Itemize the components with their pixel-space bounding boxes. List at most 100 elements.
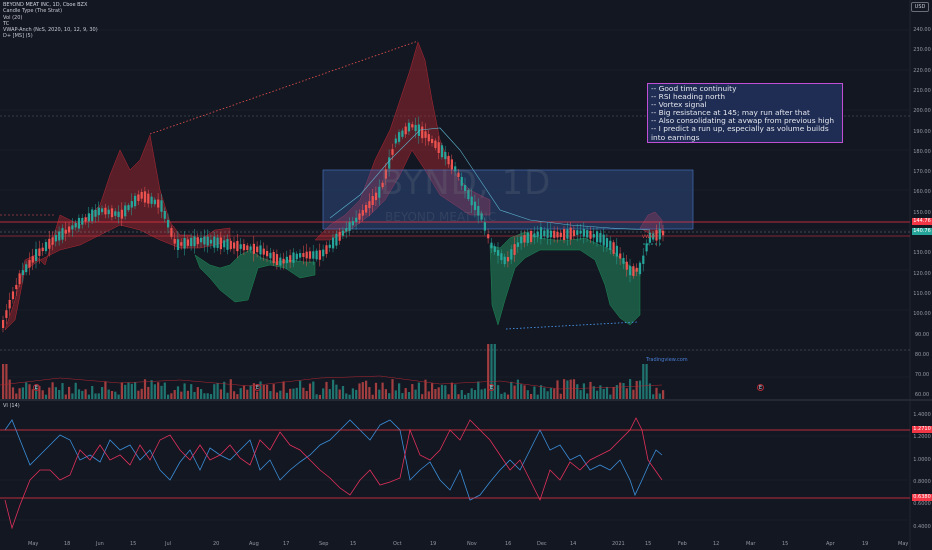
volume-bar [635,380,638,399]
candle [163,210,166,219]
candle [358,213,361,220]
candle [414,124,417,132]
candle [143,191,147,203]
candle [440,145,444,158]
candle [645,243,648,252]
legend-line-dplus[interactable]: D+ [MS] (5) [3,33,33,40]
volume-bar [305,390,308,399]
candle [262,248,265,255]
candle [219,237,222,250]
earnings-marker[interactable]: E [254,384,261,391]
candle [170,228,173,237]
candle [556,231,559,238]
candle [365,204,368,213]
grid [0,29,910,521]
candle [41,247,44,252]
candle [450,159,453,170]
candle [81,217,84,225]
volume-bar [526,390,529,399]
volume-bar [510,381,513,399]
candle [464,185,467,191]
candle [196,237,199,245]
volume-bars [2,344,665,399]
candle [84,217,87,222]
tradingview-credit[interactable]: Tradingview.com [646,357,688,363]
volume-bar [602,388,605,399]
candle [447,155,450,165]
legend-line-tc[interactable]: TC [3,20,10,27]
candle [533,233,536,238]
volume-bar [193,391,196,399]
signal-dots [643,243,661,245]
time-axis-label: 20 [213,541,220,547]
volume-bar [41,390,44,399]
volume-bar [424,379,427,399]
vi-axis-label: 0.6000 [913,501,931,508]
volume-bar [592,386,595,399]
candle [421,126,424,139]
volume-bar [404,388,407,399]
volume-bar [25,382,28,399]
volume-bar [15,393,18,399]
text-note[interactable]: -- Good time continuity -- RSI heading n… [647,83,843,143]
volume-bar [503,392,506,399]
candle [31,256,34,263]
volume-bar [374,382,378,399]
candle [137,194,140,202]
volume-bar [351,388,354,399]
volume-bar [97,393,100,399]
legend-line-volume[interactable]: Vol (20) [3,14,23,21]
candle [523,235,526,243]
candle [454,166,457,172]
earnings-marker[interactable]: E [33,384,40,391]
vi-indicator-label[interactable]: VI (14) [3,403,20,409]
volume-bar [325,381,328,399]
candle [256,246,259,253]
candle [467,190,470,200]
earnings-marker[interactable]: E [757,384,764,391]
candle [282,258,285,264]
time-axis-label: Jul [165,541,172,547]
upper-band-cloud [4,134,231,331]
legend-line-candle-type[interactable]: Candle Type (The Strat) [3,8,63,15]
volume-bar [619,382,622,399]
volume-bar [520,384,523,399]
candle [503,256,506,265]
volume-bar [143,379,147,399]
volume-bar [48,387,51,399]
candle [48,238,51,249]
symbol-title[interactable]: BEYOND MEAT INC, 1D, Cboe BZX [3,2,88,8]
candles [2,116,665,333]
candle [579,230,582,234]
legend-line-vwap[interactable]: VWAP-Anch (NcS, 2020, 10, 12, 9, 30) [3,27,98,34]
volume-bar [398,383,401,399]
candle [193,236,196,247]
candle [289,255,292,263]
time-axis-label: Aug [249,541,259,547]
price-axis-label: 220.00 [913,67,931,74]
time-axis-label: 12 [713,541,720,547]
volume-bar [536,394,539,399]
time-axis-label: 15 [782,541,789,547]
candle [374,192,378,201]
candle [61,228,64,240]
volume-bar [206,393,209,399]
time-axis-label: Apr [826,541,835,547]
volume-bar [110,391,114,399]
candle [490,242,493,249]
candle [104,207,107,215]
candle [388,157,391,169]
candle [622,257,625,264]
volume-bar [579,390,582,399]
price-axis-label: 70.00 [914,372,930,379]
volume-bar [196,387,199,399]
volume-bar [378,389,381,399]
earnings-marker[interactable]: E [488,384,495,391]
candle [44,242,48,252]
volume-bar [546,391,549,399]
volume-bar [114,391,117,399]
volume-bar [318,394,321,399]
volume-bar [629,379,632,399]
currency-button[interactable]: USD [911,2,929,12]
